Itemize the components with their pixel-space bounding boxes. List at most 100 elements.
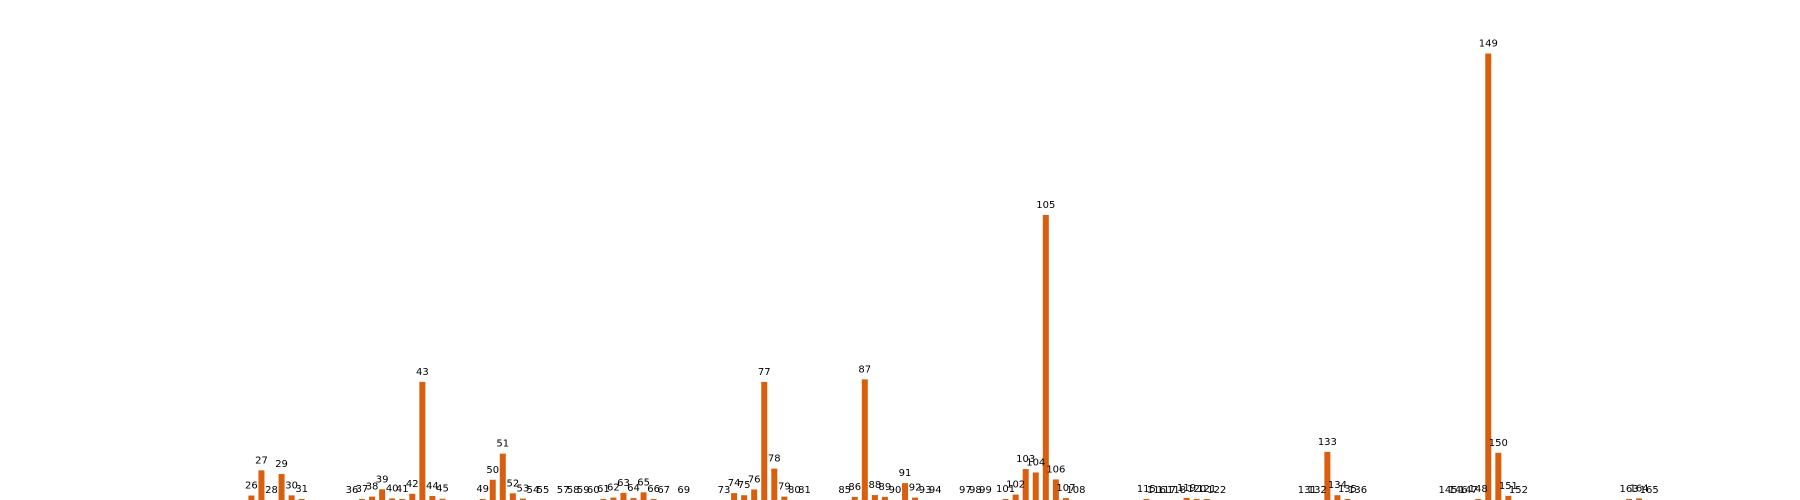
bar-label-49: 49	[476, 484, 489, 495]
bar-label-62: 62	[607, 483, 620, 494]
bar-label-27: 27	[255, 455, 268, 466]
bar-label-36: 36	[346, 485, 359, 496]
bar-label-101: 101	[996, 484, 1015, 495]
bar-106	[1052, 479, 1059, 500]
bar-label-73: 73	[718, 485, 731, 496]
bar-label-55: 55	[537, 485, 550, 496]
bar-label-41: 41	[396, 484, 409, 495]
bar-label-151: 151	[1499, 481, 1518, 492]
bar-label-79: 79	[778, 482, 791, 493]
bar-105	[1042, 214, 1049, 500]
bar-64	[630, 498, 637, 500]
bar-label-131: 131	[1298, 485, 1317, 496]
bar-label-116: 116	[1147, 485, 1166, 496]
bar-label-67: 67	[657, 485, 670, 496]
bar-label-149: 149	[1479, 39, 1498, 50]
bar-label-65: 65	[637, 477, 650, 488]
bar-label-53: 53	[517, 484, 530, 495]
bar-label-76: 76	[748, 474, 761, 485]
bar-label-31: 31	[295, 484, 308, 495]
bar-87	[861, 379, 868, 500]
bar-38	[369, 496, 376, 500]
bar-label-136: 136	[1348, 485, 1367, 496]
bar-107	[1062, 498, 1069, 500]
bar-label-44: 44	[426, 481, 439, 492]
bar-91	[902, 483, 909, 500]
bar-label-98: 98	[969, 485, 982, 496]
bar-label-103: 103	[1016, 454, 1035, 465]
bar-label-152: 152	[1509, 485, 1528, 496]
bar-label-75: 75	[738, 480, 751, 491]
bar-label-74: 74	[728, 478, 741, 489]
bar-label-39: 39	[376, 474, 389, 485]
bar-26	[248, 495, 255, 500]
bar-label-66: 66	[647, 484, 660, 495]
bar-133	[1324, 451, 1331, 500]
bar-29	[278, 474, 285, 500]
bar-79	[781, 496, 788, 500]
bar-label-58: 58	[567, 485, 580, 496]
bar-label-117: 117	[1157, 485, 1176, 496]
bar-label-77: 77	[758, 367, 771, 378]
bar-label-30: 30	[285, 480, 298, 491]
bar-label-148: 148	[1469, 484, 1488, 495]
bar-label-80: 80	[788, 485, 801, 496]
bar-label-163: 163	[1620, 484, 1639, 495]
bar-label-45: 45	[436, 484, 449, 495]
bar-label-85: 85	[838, 485, 851, 496]
bar-label-118: 118	[1167, 485, 1186, 496]
bar-label-29: 29	[275, 459, 288, 470]
bar-76	[751, 489, 758, 500]
bar-label-99: 99	[979, 485, 992, 496]
bar-119	[1183, 497, 1190, 500]
bar-label-26: 26	[245, 481, 258, 492]
bar-44	[429, 496, 436, 500]
bar-label-147: 147	[1459, 485, 1478, 496]
bar-label-93: 93	[919, 485, 932, 496]
bar-label-37: 37	[356, 484, 369, 495]
bar-42	[409, 493, 416, 500]
bar-label-102: 102	[1006, 480, 1025, 491]
bar-27	[258, 470, 265, 500]
bar-label-86: 86	[848, 482, 861, 493]
bar-65	[640, 492, 647, 500]
bar-63	[620, 492, 627, 500]
bar-label-57: 57	[557, 485, 570, 496]
bar-label-105: 105	[1036, 200, 1055, 211]
bar-label-115: 115	[1137, 484, 1156, 495]
bar-134	[1334, 495, 1341, 500]
bar-label-92: 92	[909, 483, 922, 494]
bar-40	[389, 498, 396, 500]
bar-103	[1022, 469, 1029, 500]
bar-label-119: 119	[1177, 483, 1196, 494]
bar-50	[489, 479, 496, 500]
bar-label-88: 88	[868, 480, 881, 491]
bar-77	[761, 381, 768, 500]
bar-104	[1032, 472, 1039, 500]
bar-label-165: 165	[1640, 485, 1659, 496]
bar-label-54: 54	[527, 485, 540, 496]
bar-label-59: 59	[577, 485, 590, 496]
bar-label-38: 38	[366, 482, 379, 493]
bar-label-94: 94	[929, 485, 942, 496]
bar-label-121: 121	[1197, 484, 1216, 495]
bar-label-90: 90	[889, 485, 902, 496]
bar-label-164: 164	[1630, 483, 1649, 494]
bar-label-132: 132	[1308, 485, 1327, 496]
bar-74	[731, 493, 738, 500]
bar-label-51: 51	[496, 439, 509, 450]
bar-label-104: 104	[1026, 457, 1045, 468]
bar-149	[1485, 53, 1492, 500]
bar-label-122: 122	[1207, 485, 1226, 496]
bar-label-81: 81	[798, 485, 811, 496]
bar-45	[439, 498, 446, 500]
bar-39	[379, 489, 386, 500]
bar-label-133: 133	[1318, 437, 1337, 448]
bar-30	[288, 495, 295, 500]
bar-53	[519, 498, 526, 500]
bar-label-78: 78	[768, 454, 781, 465]
bar-164	[1636, 498, 1643, 500]
bar-label-52: 52	[506, 478, 519, 489]
